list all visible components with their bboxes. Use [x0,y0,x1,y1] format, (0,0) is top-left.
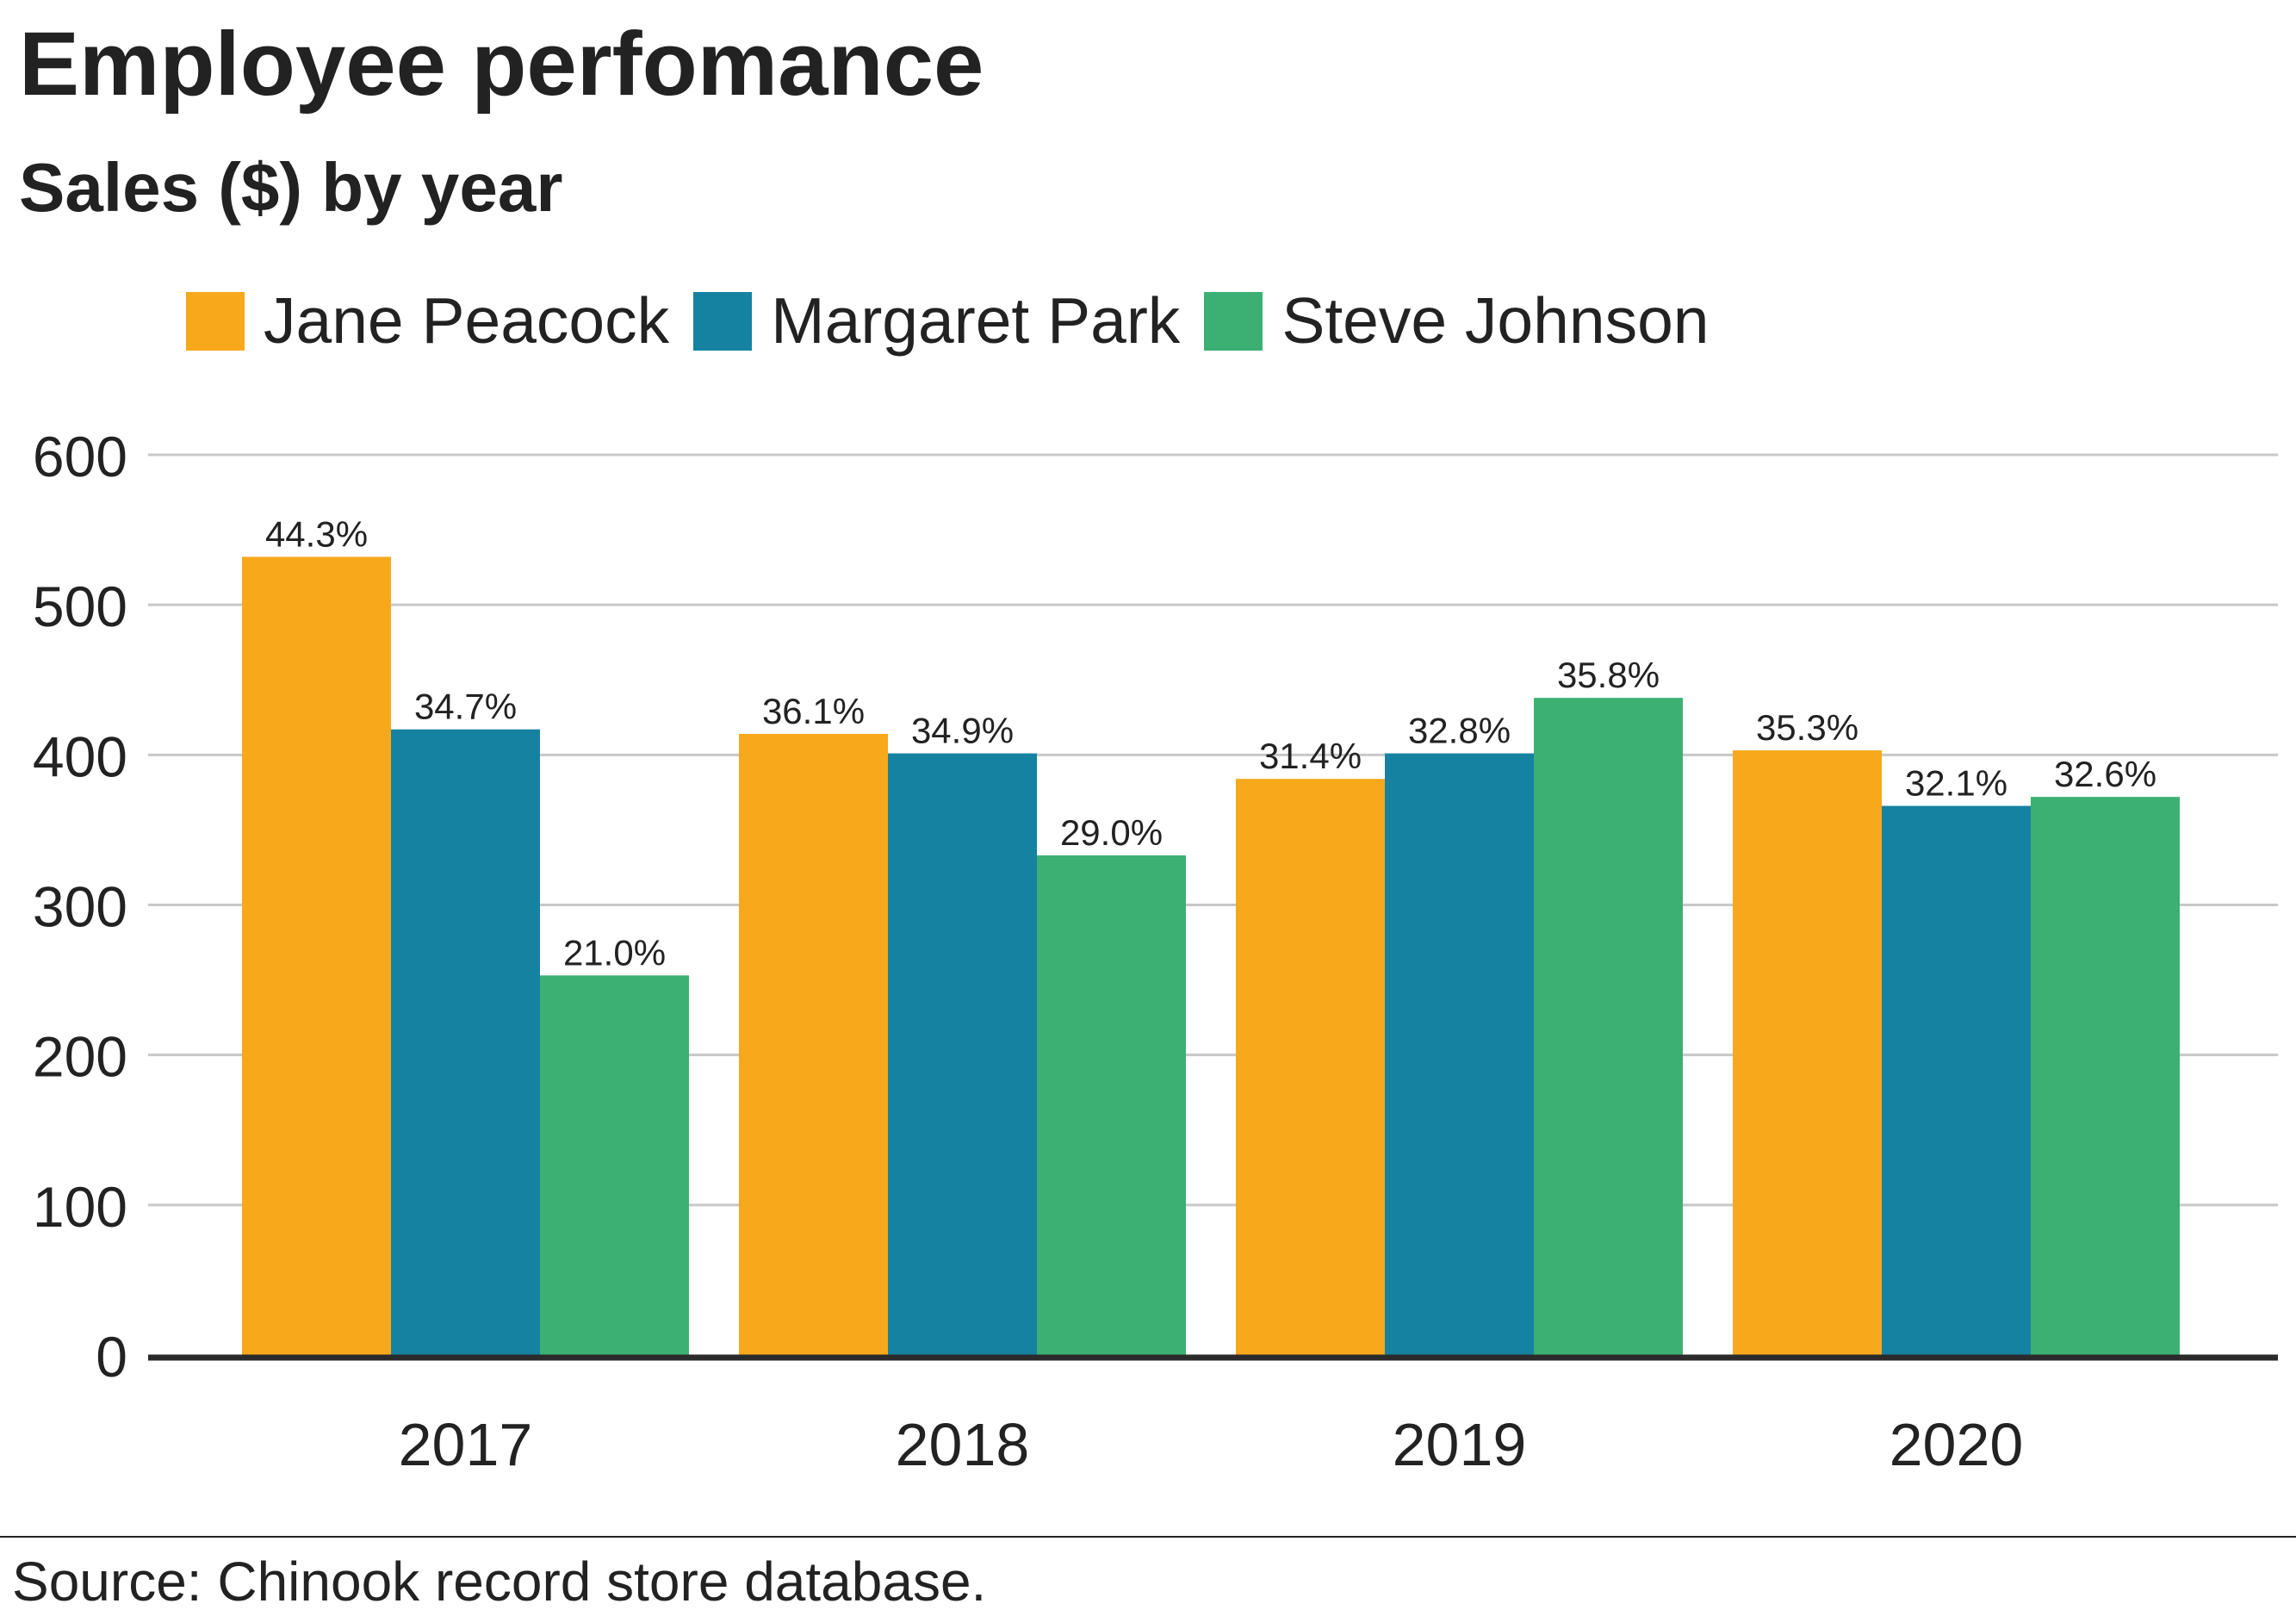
y-tick-label: 300 [33,875,127,939]
bar-data-label: 31.4% [1259,736,1362,776]
bar-data-label: 32.1% [1905,763,2007,804]
legend-item: Steve Johnson [1204,280,1710,362]
bar-data-label: 35.3% [1756,707,1859,748]
legend-item: Margaret Park [693,280,1180,362]
legend-item: Jane Peacock [186,280,669,362]
bar [888,753,1037,1355]
chart-subtitle: Sales ($) by year [19,149,563,226]
bar-data-label: 44.3% [265,513,368,554]
chart-legend: Jane Peacock Margaret Park Steve Johnson [186,280,1734,362]
x-tick-label: 2020 [1890,1411,2024,1478]
chart-title: Employee perfomance [19,14,984,115]
y-tick-label: 500 [33,575,127,638]
bar-data-label: 29.0% [1060,812,1163,853]
bar [540,975,689,1355]
legend-swatch [693,291,753,351]
bar-data-label: 34.7% [414,687,517,727]
legend-label: Margaret Park [771,284,1181,357]
x-tick-label: 2018 [896,1411,1030,1478]
bar-data-label: 32.8% [1408,711,1511,751]
bar [739,733,888,1355]
bar [242,556,391,1355]
x-tick-label: 2017 [399,1411,533,1478]
source-note: Source: Chinook record store database. [12,1551,987,1613]
bar [1037,855,1186,1355]
bar [1882,805,2031,1355]
bar [1385,753,1534,1355]
bar-data-label: 21.0% [563,932,666,973]
bar-chart: 0 100 200 300 400 500 600 44.3% 34.7% 21.0% 2017 36… [33,425,2278,1478]
bar-data-label: 36.1% [762,691,865,731]
legend-label: Jane Peacock [264,284,670,357]
bar-data-label: 35.8% [1557,655,1660,695]
bar [1236,779,1385,1355]
x-tick-label: 2019 [1393,1411,1527,1478]
y-tick-label: 0 [96,1325,127,1389]
y-tick-label: 400 [33,724,127,788]
bar [1733,750,1882,1355]
legend-swatch [186,291,245,351]
source-divider [0,1536,2296,1538]
legend-label: Steve Johnson [1281,284,1710,357]
y-tick-label: 100 [33,1175,127,1239]
bar-data-label: 32.6% [2054,754,2156,794]
y-tick-label: 200 [33,1025,127,1089]
bar-data-label: 34.9% [911,711,1014,751]
bar [2031,797,2180,1355]
bar [391,729,540,1355]
y-tick-label: 600 [33,425,127,488]
bar [1534,698,1683,1355]
legend-swatch [1204,291,1263,351]
